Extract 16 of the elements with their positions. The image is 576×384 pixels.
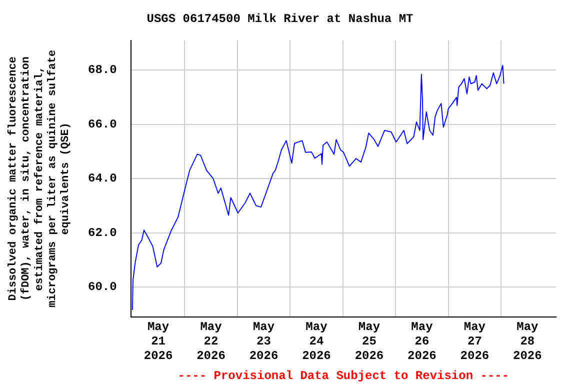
y-tick-label: 64.0 — [88, 172, 117, 186]
x-tick-label: May 25 2026 — [354, 320, 384, 363]
x-tick-label: May 23 2026 — [249, 320, 278, 363]
x-tick-label: May 27 2026 — [460, 320, 490, 363]
x-tick-label: May 21 2026 — [144, 320, 173, 363]
x-tick-label: May 28 2026 — [513, 320, 542, 363]
y-tick-label: 62.0 — [88, 226, 117, 240]
text: ---- Provisional Data Subject to Revision ---- — [178, 369, 510, 384]
x-tick-label: May 26 2026 — [408, 320, 436, 363]
y-axis-title: Dissolved organic matter fluorescence (fDOM), water, in situ, concentration estimated from reference material, micrograms per liter as quinine sulfate equivalents (QSE) — [6, 49, 72, 308]
y-tick-label: 68.0 — [88, 63, 117, 78]
x-tick-label: May 24 2026 — [302, 320, 331, 363]
chart-title: USGS 06174500 Milk River at Nashua MT — [146, 12, 414, 26]
y-tick-label: 60.0 — [88, 280, 117, 294]
y-tick-label: 66.0 — [88, 117, 117, 132]
x-tick-label: May 22 2026 — [196, 320, 226, 363]
